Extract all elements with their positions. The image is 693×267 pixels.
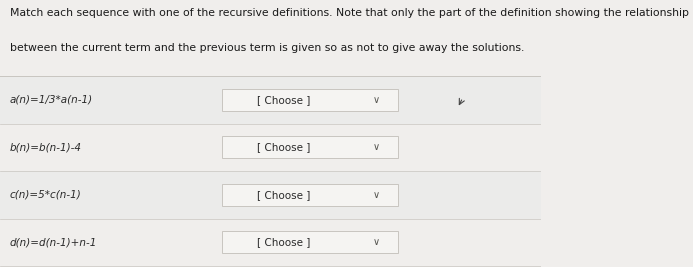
FancyBboxPatch shape (222, 136, 398, 158)
Text: ∨: ∨ (373, 237, 380, 248)
Text: ∨: ∨ (373, 142, 380, 152)
Text: Match each sequence with one of the recursive definitions. Note that only the pa: Match each sequence with one of the recu… (10, 8, 689, 18)
FancyBboxPatch shape (222, 89, 398, 111)
FancyBboxPatch shape (0, 124, 541, 171)
Text: ∨: ∨ (373, 95, 380, 105)
Text: d(n)=d(n-1)+n-1: d(n)=d(n-1)+n-1 (10, 237, 97, 248)
Text: a(n)=1/3*a(n-1): a(n)=1/3*a(n-1) (10, 95, 93, 105)
Text: c(n)=5*c(n-1): c(n)=5*c(n-1) (10, 190, 82, 200)
FancyBboxPatch shape (222, 184, 398, 206)
FancyBboxPatch shape (222, 231, 398, 253)
Text: [ Choose ]: [ Choose ] (257, 190, 310, 200)
FancyBboxPatch shape (0, 76, 541, 124)
Text: ∨: ∨ (373, 190, 380, 200)
FancyBboxPatch shape (0, 171, 541, 219)
Text: [ Choose ]: [ Choose ] (257, 237, 310, 248)
Text: [ Choose ]: [ Choose ] (257, 142, 310, 152)
FancyBboxPatch shape (0, 219, 541, 266)
Text: b(n)=b(n-1)-4: b(n)=b(n-1)-4 (10, 142, 82, 152)
Text: between the current term and the previous term is given so as not to give away t: between the current term and the previou… (10, 43, 524, 53)
Text: [ Choose ]: [ Choose ] (257, 95, 310, 105)
